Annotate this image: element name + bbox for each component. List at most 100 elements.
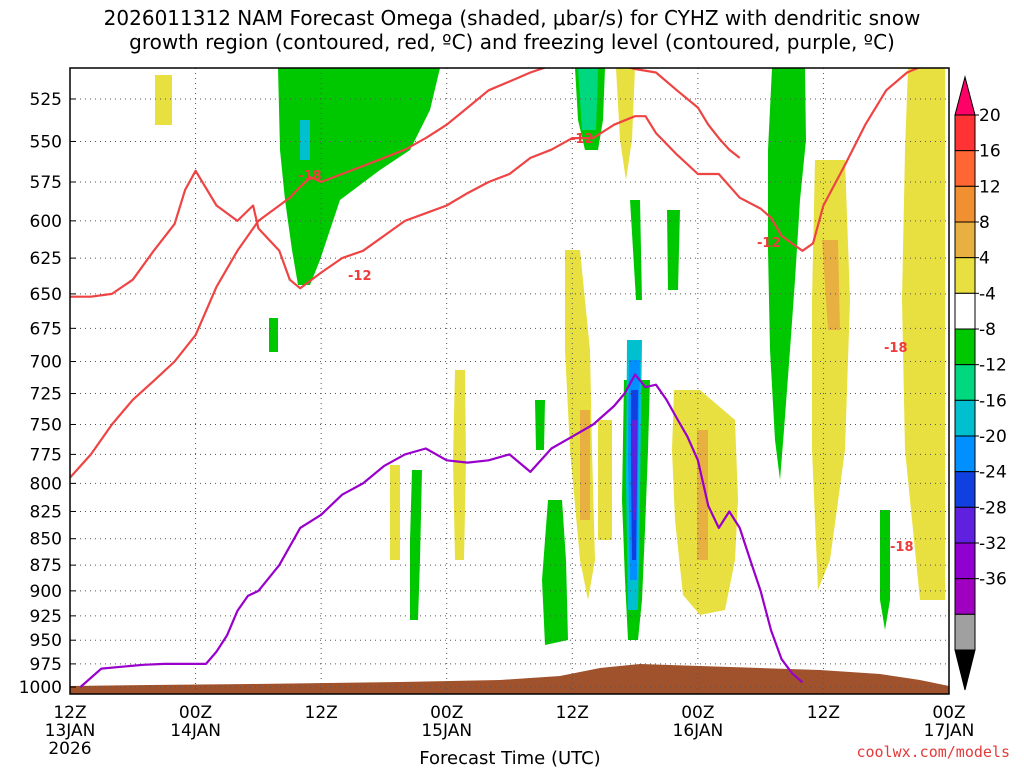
omega-shading: [155, 68, 945, 645]
chart-title-line1: 2026011312 NAM Forecast Omega (shaded, μ…: [103, 6, 921, 30]
x-tick-label: 00Z: [932, 703, 965, 723]
colorbar-label: -12: [979, 356, 1007, 376]
y-tick-label: 900: [30, 582, 62, 602]
y-tick-label: 700: [30, 353, 62, 373]
colorbar-band: [954, 506, 976, 544]
colorbar-label: -20: [979, 427, 1007, 447]
colorbar-band: [954, 292, 976, 330]
omega-area-orange-3: [580, 410, 590, 520]
y-tick-label: 1000: [19, 678, 62, 698]
x-tick-label: 12Z: [305, 703, 338, 723]
y-tick-label: 550: [30, 132, 62, 152]
colorbar-top-arrow: [954, 75, 976, 116]
omega-area-green-10: [535, 400, 545, 450]
x-tick-label: 13JAN: [45, 721, 96, 741]
omega-area-purple-1: [632, 420, 637, 520]
x-tick-label: 00Z: [179, 703, 212, 723]
colorbar-band: [954, 185, 976, 223]
omega-area-green-1: [278, 68, 440, 285]
y-tick-label: 675: [30, 319, 62, 339]
contour-line-dgz_-12C_line: [70, 68, 921, 298]
omega-area-green-8: [880, 510, 890, 630]
colorbar-label: -24: [979, 463, 1007, 483]
omega-area-green-5: [630, 200, 642, 300]
colorbar-label: 20: [979, 106, 1001, 126]
colorbar-band: [954, 150, 976, 187]
colorbar-label: -16: [979, 391, 1007, 411]
omega-area-green-3: [768, 68, 806, 480]
colorbar-label: 12: [979, 177, 1001, 197]
x-tick-label: 2026: [48, 739, 91, 759]
colorbar-label: 4: [979, 249, 990, 269]
y-tick-label: 850: [30, 530, 62, 550]
colorbar-label: 16: [979, 142, 1001, 162]
contour-label: -18: [298, 169, 322, 184]
omega-area-yellow-9: [598, 420, 612, 540]
x-tick-label: 12Z: [556, 703, 589, 723]
omega-area-teal-2: [300, 120, 310, 160]
omega-area-green-7: [410, 470, 422, 620]
x-tick-label: 17JAN: [924, 721, 975, 741]
colorbar-band: [954, 114, 976, 152]
omega-area-yellow-8: [390, 465, 400, 560]
colorbar-label: -4: [979, 284, 996, 304]
omega-area-yellow-7: [453, 370, 466, 560]
y-tick-label: 875: [30, 556, 62, 576]
y-tick-label: 825: [30, 502, 62, 522]
contour-label: -12: [757, 236, 781, 251]
colorbar: 20 16 12 8 4 -4 -8 -12 -16 -20 -24 -28 -32 -36: [954, 75, 1007, 691]
omega-area-green-11: [667, 210, 680, 290]
contour-labels: -18 -12 -12 -12 -18 -18: [298, 132, 914, 555]
omega-area-orange-1: [822, 240, 840, 330]
y-tick-label: 975: [30, 655, 62, 675]
omega-area-yellow-2: [616, 68, 635, 180]
x-tick-label: 00Z: [430, 703, 463, 723]
contour-line-freezing_level: [79, 373, 804, 688]
x-tick-label: 12Z: [807, 703, 840, 723]
colorbar-band: [954, 221, 976, 259]
colorbar-band: [954, 328, 976, 366]
x-tick-label: 15JAN: [421, 721, 472, 741]
plot-frame: [69, 67, 950, 695]
omega-area-yellow-6: [902, 68, 945, 600]
colorbar-band: [954, 578, 976, 615]
credit-text: coolwx.com/models: [856, 743, 1010, 761]
contour-label: -12: [348, 269, 372, 284]
x-tick-label: 16JAN: [673, 721, 724, 741]
colorbar-band: [954, 613, 976, 651]
y-tick-label: 925: [30, 607, 62, 627]
colorbar-band: [954, 435, 976, 473]
contour-line-dgz_-18C_line: [70, 68, 741, 479]
colorbar-band: [954, 364, 976, 401]
x-tick-label: 12Z: [53, 703, 86, 723]
colorbar-band: [954, 257, 976, 294]
colorbar-label: -28: [979, 498, 1007, 518]
omega-area-green-6: [542, 500, 568, 645]
omega-area-green-9: [269, 318, 278, 352]
contour-label: -18: [884, 341, 908, 356]
omega-area-yellow-1: [155, 75, 172, 125]
colorbar-band: [954, 542, 976, 580]
omega-area-orange-2: [697, 430, 708, 560]
omega-area-teal-1: [578, 68, 598, 130]
terrain: [70, 664, 949, 694]
y-tick-label: 600: [30, 212, 62, 232]
chart-title-line2: growth region (contoured, red, ºC) and f…: [129, 30, 895, 54]
y-tick-label: 650: [30, 285, 62, 305]
x-tick-label: 00Z: [681, 703, 714, 723]
colorbar-label: -8: [979, 320, 996, 340]
x-tick-label: 14JAN: [170, 721, 221, 741]
colorbar-label: -32: [979, 534, 1007, 554]
x-axis-title: Forecast Time (UTC): [419, 748, 600, 768]
y-tick-label: 950: [30, 631, 62, 651]
y-tick-label: 625: [30, 249, 62, 269]
contour-label: -12: [570, 132, 594, 147]
colorbar-bottom-arrow: [954, 649, 976, 691]
colorbar-label: -36: [979, 570, 1007, 590]
y-tick-label: 775: [30, 445, 62, 465]
y-tick-label: 750: [30, 415, 62, 435]
colorbar-band: [954, 471, 976, 508]
contours: [70, 68, 921, 688]
